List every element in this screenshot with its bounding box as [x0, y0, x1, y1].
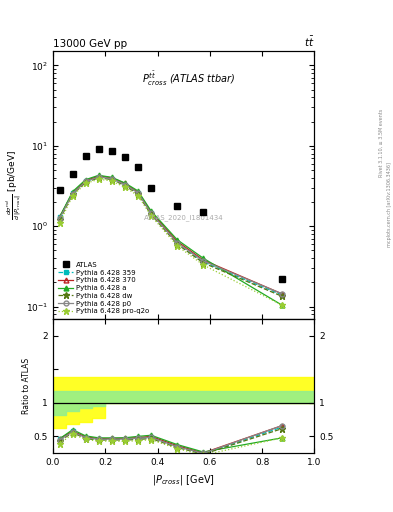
Text: Rivet 3.1.10, ≥ 3.5M events: Rivet 3.1.10, ≥ 3.5M events — [379, 109, 384, 178]
Pythia 6.428 dw — [136, 191, 140, 197]
Pythia 6.428 dw — [57, 217, 62, 223]
Pythia 6.428 a — [279, 302, 284, 308]
Pythia 6.428 370 — [110, 175, 114, 181]
Pythia 6.428 a — [123, 180, 127, 186]
Pythia 6.428 359 — [70, 190, 75, 196]
Pythia 6.428 a — [149, 208, 153, 214]
Pythia 6.428 370 — [136, 189, 140, 195]
Pythia 6.428 359 — [149, 210, 153, 217]
Pythia 6.428 dw — [149, 211, 153, 218]
ATLAS — [83, 153, 88, 159]
Pythia 6.428 a — [70, 188, 75, 195]
Pythia 6.428 p0 — [279, 291, 284, 297]
Pythia 6.428 dw — [201, 260, 206, 266]
Pythia 6.428 p0 — [110, 176, 114, 182]
ATLAS — [175, 203, 180, 209]
Pythia 6.428 370 — [70, 190, 75, 196]
ATLAS — [110, 148, 114, 155]
Pythia 6.428 a — [57, 214, 62, 220]
ATLAS — [149, 185, 153, 191]
Pythia 6.428 p0 — [96, 174, 101, 180]
Pythia 6.428 359 — [279, 292, 284, 298]
Pythia 6.428 370 — [201, 257, 206, 263]
Pythia 6.428 359 — [110, 176, 114, 182]
Pythia 6.428 p0 — [136, 190, 140, 196]
Line: ATLAS: ATLAS — [57, 146, 285, 282]
ATLAS — [279, 276, 284, 282]
Pythia 6.428 dw — [70, 191, 75, 197]
ATLAS — [96, 146, 101, 153]
Pythia 6.428 359 — [83, 178, 88, 184]
Pythia 6.428 pro-q2o — [123, 184, 127, 190]
Pythia 6.428 370 — [175, 238, 180, 244]
Pythia 6.428 a — [110, 174, 114, 180]
Line: Pythia 6.428 a: Pythia 6.428 a — [57, 173, 284, 307]
ATLAS — [57, 187, 62, 194]
Pythia 6.428 pro-q2o — [149, 212, 153, 219]
Y-axis label: Ratio to ATLAS: Ratio to ATLAS — [22, 358, 31, 414]
Pythia 6.428 p0 — [175, 240, 180, 246]
ATLAS — [136, 164, 140, 170]
Pythia 6.428 359 — [201, 259, 206, 265]
ATLAS — [123, 154, 127, 160]
Pythia 6.428 359 — [136, 190, 140, 196]
Pythia 6.428 a — [175, 237, 180, 243]
Text: 13000 GeV pp: 13000 GeV pp — [53, 39, 127, 49]
Pythia 6.428 pro-q2o — [83, 180, 88, 186]
X-axis label: $|P_{cross}|\ \mathrm{[GeV]}$: $|P_{cross}|\ \mathrm{[GeV]}$ — [152, 473, 215, 486]
Line: Pythia 6.428 dw: Pythia 6.428 dw — [56, 175, 285, 300]
Pythia 6.428 370 — [279, 291, 284, 297]
Pythia 6.428 359 — [123, 181, 127, 187]
Pythia 6.428 pro-q2o — [110, 178, 114, 184]
Pythia 6.428 a — [96, 172, 101, 178]
Y-axis label: $\frac{d\sigma^{nd}}{d\,|P_{cross}|}\ \mathrm{[pb/GeV]}$: $\frac{d\sigma^{nd}}{d\,|P_{cross}|}\ \m… — [5, 150, 24, 220]
Pythia 6.428 dw — [110, 177, 114, 183]
Pythia 6.428 pro-q2o — [57, 220, 62, 226]
Pythia 6.428 pro-q2o — [136, 193, 140, 199]
Pythia 6.428 p0 — [123, 181, 127, 187]
Pythia 6.428 pro-q2o — [70, 193, 75, 199]
Pythia 6.428 a — [83, 177, 88, 183]
Pythia 6.428 359 — [175, 240, 180, 246]
Pythia 6.428 359 — [96, 174, 101, 180]
Pythia 6.428 p0 — [70, 190, 75, 197]
Line: Pythia 6.428 370: Pythia 6.428 370 — [57, 174, 284, 296]
Pythia 6.428 p0 — [57, 216, 62, 222]
Line: Pythia 6.428 pro-q2o: Pythia 6.428 pro-q2o — [56, 176, 285, 308]
Pythia 6.428 a — [136, 188, 140, 194]
Pythia 6.428 370 — [57, 214, 62, 220]
Pythia 6.428 p0 — [201, 258, 206, 264]
Line: Pythia 6.428 359: Pythia 6.428 359 — [57, 175, 284, 297]
Text: mcplots.cern.ch [arXiv:1306.3436]: mcplots.cern.ch [arXiv:1306.3436] — [387, 162, 392, 247]
Pythia 6.428 370 — [83, 178, 88, 184]
Pythia 6.428 pro-q2o — [96, 176, 101, 182]
Pythia 6.428 pro-q2o — [201, 262, 206, 268]
Pythia 6.428 dw — [83, 179, 88, 185]
Pythia 6.428 dw — [96, 175, 101, 181]
ATLAS — [70, 170, 75, 177]
Pythia 6.428 dw — [175, 241, 180, 247]
Pythia 6.428 p0 — [149, 210, 153, 217]
Text: $P_{cross}^{t\bar{t}}$ (ATLAS ttbar): $P_{cross}^{t\bar{t}}$ (ATLAS ttbar) — [142, 70, 236, 88]
Text: $t\bar{t}$: $t\bar{t}$ — [304, 35, 314, 49]
Pythia 6.428 pro-q2o — [279, 302, 284, 308]
Pythia 6.428 p0 — [83, 178, 88, 184]
Pythia 6.428 pro-q2o — [175, 243, 180, 249]
Pythia 6.428 dw — [123, 183, 127, 189]
ATLAS — [201, 209, 206, 215]
Pythia 6.428 a — [201, 255, 206, 261]
Pythia 6.428 dw — [279, 293, 284, 300]
Pythia 6.428 370 — [149, 209, 153, 215]
Text: ATLAS_2020_I1801434: ATLAS_2020_I1801434 — [144, 214, 224, 221]
Line: Pythia 6.428 p0: Pythia 6.428 p0 — [57, 175, 284, 296]
Pythia 6.428 370 — [123, 180, 127, 186]
Pythia 6.428 370 — [96, 173, 101, 179]
Pythia 6.428 359 — [57, 214, 62, 220]
Legend: ATLAS, Pythia 6.428 359, Pythia 6.428 370, Pythia 6.428 a, Pythia 6.428 dw, Pyth: ATLAS, Pythia 6.428 359, Pythia 6.428 37… — [57, 261, 151, 316]
